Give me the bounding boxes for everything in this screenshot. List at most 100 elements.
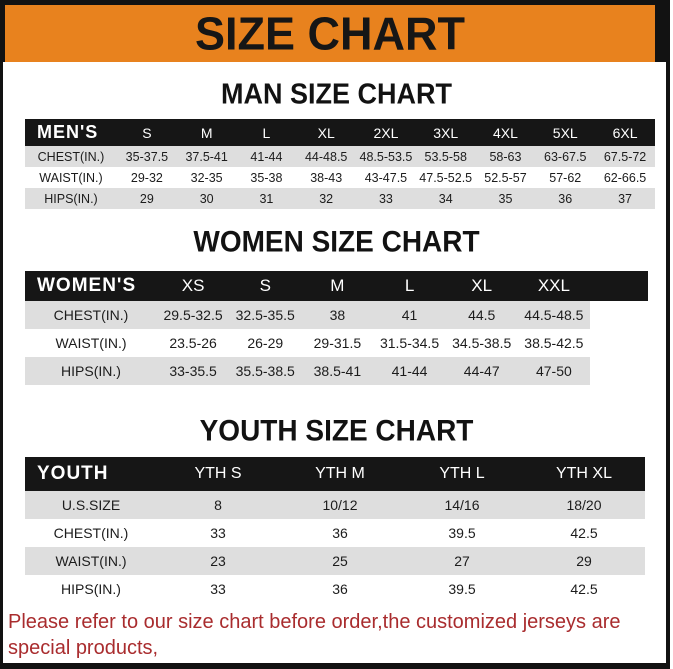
women-value-cell: 47-50 bbox=[517, 357, 590, 385]
footer-note: Please refer to our size chart before or… bbox=[8, 609, 666, 669]
men-value-cell: 37 bbox=[595, 188, 655, 209]
men-value-cell: 38-43 bbox=[296, 167, 357, 188]
men-value-cell: 41-44 bbox=[236, 146, 297, 167]
men-value-cell: 62-66.5 bbox=[595, 167, 655, 188]
women-header-row: WOMEN'S XS S M L XL XXL bbox=[25, 271, 590, 301]
men-value-cell: 47.5-52.5 bbox=[415, 167, 476, 188]
youth-section-heading: YOUTH SIZE CHART bbox=[199, 414, 474, 447]
women-value-cell: 38.5-41 bbox=[301, 357, 374, 385]
women-header-black-extension bbox=[590, 271, 648, 301]
men-size-table-wrap: MEN'S S M L XL 2XL 3XL 4XL 5XL 6XL CHEST(IN.) 35-37… bbox=[25, 119, 655, 209]
men-size-table: MEN'S S M L XL 2XL 3XL 4XL 5XL 6XL CHEST(IN.) 35-37… bbox=[25, 119, 655, 209]
youth-value-cell: 42.5 bbox=[523, 575, 645, 603]
men-value-cell: 43-47.5 bbox=[356, 167, 416, 188]
women-value-cell: 31.5-34.5 bbox=[373, 329, 446, 357]
men-header-size-2: M bbox=[176, 119, 237, 146]
women-value-cell: 34.5-38.5 bbox=[445, 329, 518, 357]
youth-value-cell: 25 bbox=[279, 547, 401, 575]
youth-value-cell: 42.5 bbox=[523, 519, 645, 547]
youth-size-table-wrap: YOUTH YTH S YTH M YTH L YTH XL U.S.SIZE 8 10/12… bbox=[25, 457, 645, 603]
youth-value-cell: 36 bbox=[279, 519, 401, 547]
youth-value-cell: 27 bbox=[401, 547, 523, 575]
women-header-size-4: L bbox=[373, 271, 446, 301]
men-value-cell: 35-38 bbox=[236, 167, 297, 188]
women-size-table-wrap: WOMEN'S XS S M L XL XXL CHEST(IN.) 29.5-32.5 32.5… bbox=[25, 271, 648, 385]
women-row-label: HIPS(IN.) bbox=[25, 357, 157, 385]
women-value-cell: 44-47 bbox=[445, 357, 518, 385]
men-value-cell: 35-37.5 bbox=[117, 146, 177, 167]
youth-value-cell: 33 bbox=[157, 575, 279, 603]
women-value-cell: 38.5-42.5 bbox=[517, 329, 590, 357]
youth-data-row-2: WAIST(IN.) 23 25 27 29 bbox=[25, 547, 645, 575]
youth-value-cell: 39.5 bbox=[401, 519, 523, 547]
youth-row-label: HIPS(IN.) bbox=[25, 575, 157, 603]
women-row-label: WAIST(IN.) bbox=[25, 329, 157, 357]
men-value-cell: 58-63 bbox=[475, 146, 536, 167]
men-row-label: WAIST(IN.) bbox=[25, 167, 117, 188]
left-border-bar bbox=[0, 0, 3, 669]
men-value-cell: 31 bbox=[236, 188, 297, 209]
women-data-row-1: WAIST(IN.) 23.5-26 26-29 29-31.5 31.5-34.5 34… bbox=[25, 329, 590, 357]
men-header-size-5: 2XL bbox=[356, 119, 416, 146]
youth-data-row-3: HIPS(IN.) 33 36 39.5 42.5 bbox=[25, 575, 645, 603]
women-data-row-2: HIPS(IN.) 33-35.5 35.5-38.5 38.5-41 41-44 44-… bbox=[25, 357, 590, 385]
youth-header-size-1: YTH S bbox=[157, 457, 279, 491]
men-value-cell: 37.5-41 bbox=[176, 146, 237, 167]
women-value-cell: 32.5-35.5 bbox=[229, 301, 302, 329]
men-header-size-4: XL bbox=[296, 119, 357, 146]
men-value-cell: 44-48.5 bbox=[296, 146, 357, 167]
youth-header-label: YOUTH bbox=[25, 457, 157, 491]
men-header-size-7: 4XL bbox=[475, 119, 536, 146]
women-value-cell: 44.5 bbox=[445, 301, 518, 329]
men-row-label: HIPS(IN.) bbox=[25, 188, 117, 209]
youth-row-label: CHEST(IN.) bbox=[25, 519, 157, 547]
youth-header-size-2: YTH M bbox=[279, 457, 401, 491]
youth-value-cell: 8 bbox=[157, 491, 279, 519]
men-value-cell: 34 bbox=[415, 188, 476, 209]
youth-value-cell: 36 bbox=[279, 575, 401, 603]
men-header-size-6: 3XL bbox=[415, 119, 476, 146]
men-header-size-3: L bbox=[236, 119, 297, 146]
women-value-cell: 41-44 bbox=[373, 357, 446, 385]
footer-line-1: Please refer to our size chart before or… bbox=[8, 611, 621, 659]
men-header-size-8: 5XL bbox=[535, 119, 596, 146]
women-value-cell: 44.5-48.5 bbox=[517, 301, 590, 329]
women-header-size-5: XL bbox=[445, 271, 518, 301]
men-value-cell: 57-62 bbox=[535, 167, 596, 188]
men-section-heading: MAN SIZE CHART bbox=[221, 78, 452, 110]
youth-value-cell: 18/20 bbox=[523, 491, 645, 519]
men-data-row-0: CHEST(IN.) 35-37.5 37.5-41 41-44 44-48.5 48.5… bbox=[25, 146, 655, 167]
youth-data-row-1: CHEST(IN.) 33 36 39.5 42.5 bbox=[25, 519, 645, 547]
women-value-cell: 35.5-38.5 bbox=[229, 357, 302, 385]
men-value-cell: 32-35 bbox=[176, 167, 237, 188]
women-value-cell: 29.5-32.5 bbox=[157, 301, 230, 329]
right-border-bar bbox=[666, 0, 670, 669]
men-header-row: MEN'S S M L XL 2XL 3XL 4XL 5XL 6XL bbox=[25, 119, 655, 146]
women-value-cell: 33-35.5 bbox=[157, 357, 230, 385]
youth-data-row-0: U.S.SIZE 8 10/12 14/16 18/20 bbox=[25, 491, 645, 519]
women-header-size-2: S bbox=[229, 271, 302, 301]
men-value-cell: 33 bbox=[356, 188, 416, 209]
men-value-cell: 53.5-58 bbox=[415, 146, 476, 167]
men-data-row-2: HIPS(IN.) 29 30 31 32 33 34 35 36 37 bbox=[25, 188, 655, 209]
women-size-table: WOMEN'S XS S M L XL XXL CHEST(IN.) 29.5-32.5 32.5… bbox=[25, 271, 590, 385]
men-row-label: CHEST(IN.) bbox=[25, 146, 117, 167]
women-value-cell: 38 bbox=[301, 301, 374, 329]
women-data-row-0: CHEST(IN.) 29.5-32.5 32.5-35.5 38 41 44.5 44.5… bbox=[25, 301, 590, 329]
men-value-cell: 67.5-72 bbox=[595, 146, 655, 167]
women-value-cell: 23.5-26 bbox=[157, 329, 230, 357]
youth-value-cell: 33 bbox=[157, 519, 279, 547]
men-value-cell: 48.5-53.5 bbox=[356, 146, 416, 167]
youth-value-cell: 39.5 bbox=[401, 575, 523, 603]
men-value-cell: 30 bbox=[176, 188, 237, 209]
page-title: SIZE CHART bbox=[195, 6, 465, 61]
youth-size-table: YOUTH YTH S YTH M YTH L YTH XL U.S.SIZE 8 10/12… bbox=[25, 457, 645, 603]
men-data-row-1: WAIST(IN.) 29-32 32-35 35-38 38-43 43-47.5 47.… bbox=[25, 167, 655, 188]
men-value-cell: 36 bbox=[535, 188, 596, 209]
women-header-size-1: XS bbox=[157, 271, 230, 301]
youth-row-label: U.S.SIZE bbox=[25, 491, 157, 519]
youth-header-size-3: YTH L bbox=[401, 457, 523, 491]
women-section-heading: WOMEN SIZE CHART bbox=[193, 225, 480, 258]
bottom-border-bar bbox=[0, 663, 670, 669]
